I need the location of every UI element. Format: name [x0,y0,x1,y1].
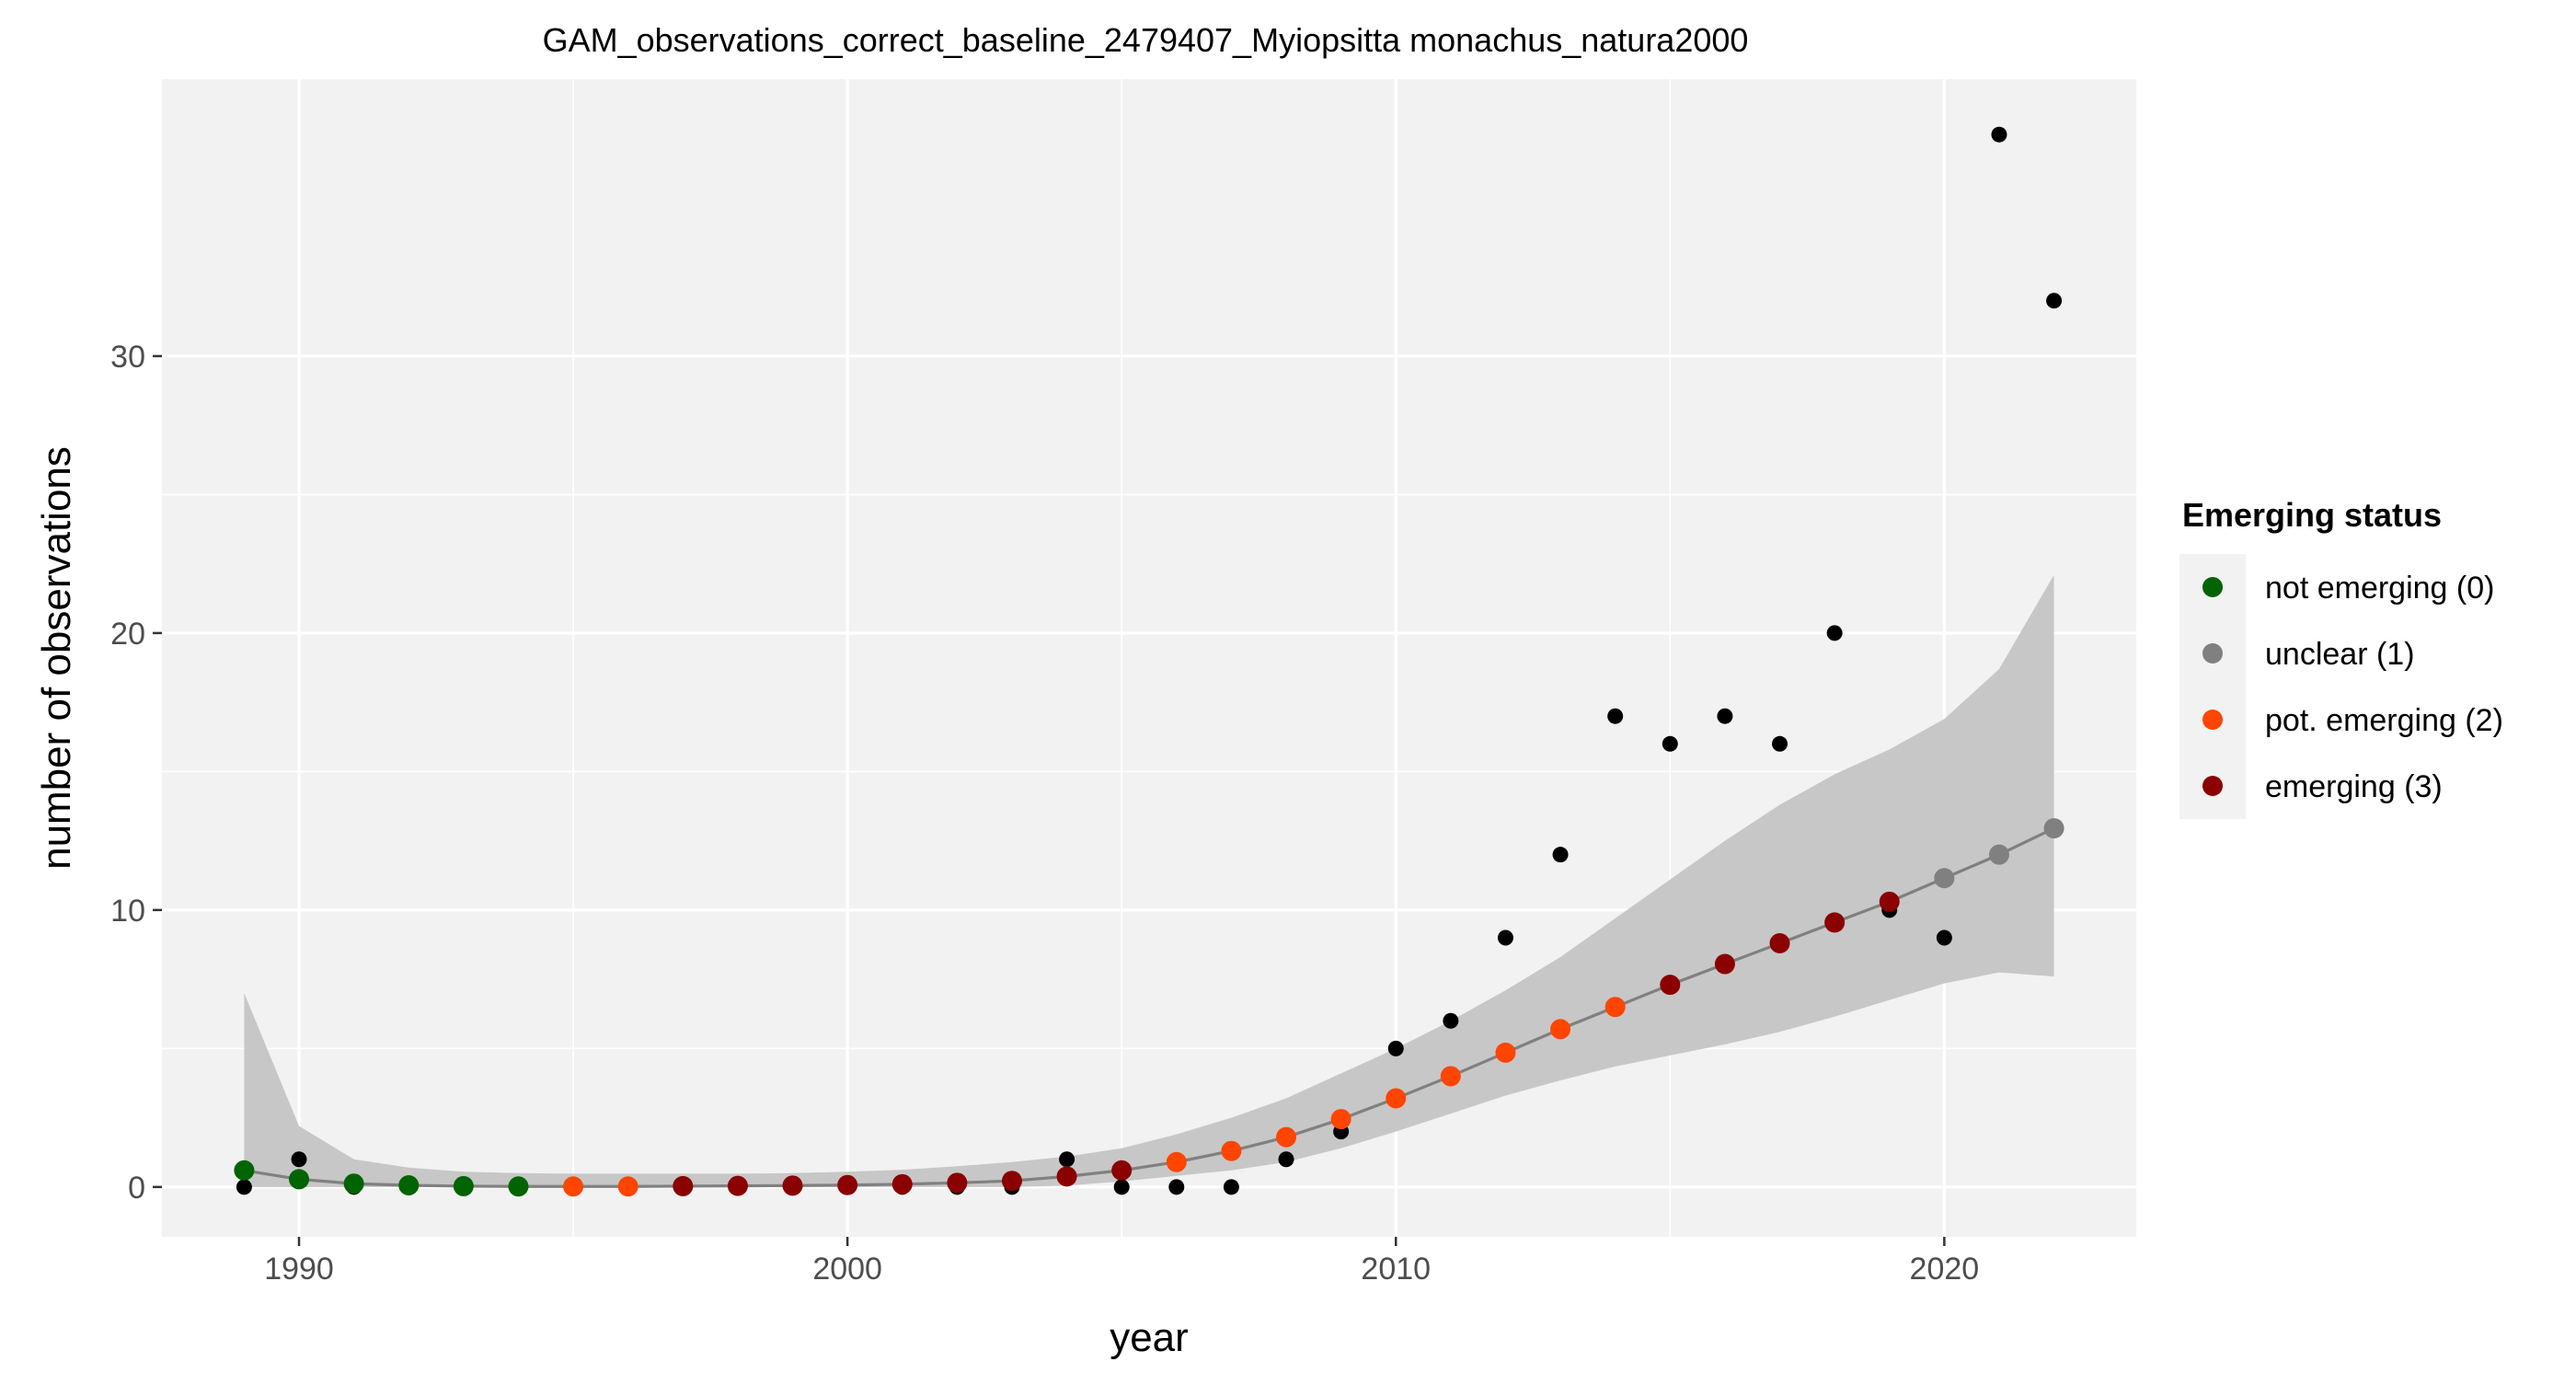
fitted-point [234,1160,255,1181]
observed-point [1059,1151,1075,1168]
fitted-point [563,1176,584,1197]
fitted-point [1495,1042,1516,1063]
observed-point [1387,1040,1404,1056]
fitted-point [727,1175,748,1196]
fitted-point [1550,1019,1571,1040]
fitted-point [1330,1109,1351,1130]
observed-point [1223,1179,1239,1195]
fitted-point [837,1174,858,1195]
observed-point [1772,735,1788,752]
fitted-point [947,1172,968,1194]
legend-key-point [2202,776,2223,796]
fitted-point [508,1176,529,1197]
observed-point [1826,625,1843,641]
observed-point [236,1179,252,1195]
y-tick-label: 30 [110,340,145,375]
fitted-point [1660,975,1681,996]
fitted-point [1604,997,1626,1018]
fitted-point [1276,1126,1297,1148]
fitted-point [289,1169,310,1190]
ribbon-layer [244,574,2054,1187]
legend-entries: not emerging (0) unclear (1) pot. emerging… [2179,554,2503,819]
fitted-point [1111,1160,1133,1181]
fitted-point [1386,1088,1407,1109]
observed-point [1168,1179,1185,1195]
fitted-point [398,1175,420,1196]
y-tick-label: 20 [110,617,145,652]
fitted-line [244,826,2055,1188]
axes-layer: 1990 2000 2010 2020 0 10 20 30 [110,340,1979,1287]
x-tick-label: 1990 [264,1252,334,1287]
legend-label: emerging (3) [2265,769,2443,804]
fitted-point [1001,1171,1022,1192]
fitted-point [1714,953,1735,975]
chart-title: GAM_observations_correct_baseline_247940… [543,21,1749,59]
legend-key-point [2202,710,2223,730]
legend: Emerging status not emerging (0) unclear … [2179,496,2503,819]
fitted-point [1824,912,1846,933]
y-tick-label: 10 [110,894,145,929]
legend-label: pot. emerging (2) [2265,703,2503,738]
observed-point [1991,126,2007,143]
fitted-point [1221,1140,1242,1161]
observed-point [1443,1012,1459,1029]
observed-point [2046,293,2063,309]
fitted-point [673,1175,694,1196]
fitted-point [617,1176,638,1197]
observed-point [1662,735,1678,752]
fitted-point [891,1173,913,1195]
observed-point [1113,1179,1130,1195]
fitted-point [1934,868,1955,889]
legend-label: not emerging (0) [2265,571,2494,606]
fitted-point [2043,818,2064,839]
observed-point [1497,929,1513,946]
fitted-point [1769,932,1790,953]
legend-key-point [2202,643,2223,664]
legend-key-point [2202,577,2223,597]
fitted-point [1166,1151,1187,1172]
y-axis-title: number of observations [34,446,79,870]
fitted-point [1056,1166,1077,1187]
x-tick-label: 2010 [1361,1252,1431,1287]
y-tick-label: 0 [128,1171,145,1206]
observed-point [291,1151,307,1168]
plot-panel [162,79,2136,1237]
observed-point [1936,929,1952,946]
legend-title: Emerging status [2182,496,2442,534]
line-layer [244,826,2055,1188]
observed-point [1552,847,1569,863]
x-tick-label: 2020 [1910,1252,1980,1287]
x-axis-title: year [1110,1315,1189,1360]
legend-label: unclear (1) [2265,637,2415,672]
fitted-point [453,1175,474,1196]
fitted-point [1440,1066,1461,1087]
observed-point [1717,708,1733,724]
fitted-point [343,1173,364,1195]
fitted-point [1879,891,1900,912]
confidence-ribbon [244,574,2054,1187]
x-tick-label: 2000 [812,1252,882,1287]
fitted-point [782,1175,803,1196]
observed-point [1278,1151,1294,1168]
fitted-point [1988,844,2009,865]
fitted-points-layer [234,818,2064,1197]
observed-point [1607,708,1624,724]
